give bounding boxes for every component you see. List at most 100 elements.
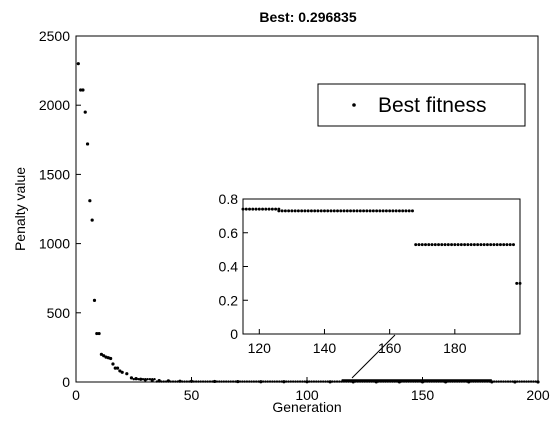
data-point <box>155 380 159 383</box>
data-point <box>187 380 191 383</box>
inset-data-point <box>264 207 268 211</box>
data-point <box>275 380 279 383</box>
data-point <box>278 380 281 383</box>
data-point <box>319 380 323 383</box>
data-point <box>144 378 147 381</box>
inset-data-point <box>450 243 454 247</box>
data-point <box>132 378 135 381</box>
inset-data-point <box>355 209 359 213</box>
inset-data-points <box>241 207 522 285</box>
inset-data-point <box>404 209 408 213</box>
zoom-connector-line <box>351 334 396 379</box>
inset-data-point <box>463 243 467 247</box>
data-point <box>492 380 496 383</box>
inset-data-point <box>430 243 434 247</box>
data-point <box>229 380 232 383</box>
data-point <box>211 380 214 383</box>
data-point <box>525 380 528 383</box>
inset-data-point <box>381 209 385 213</box>
x-axis-label: Generation <box>272 399 341 415</box>
data-point <box>102 354 106 358</box>
inset-data-point <box>309 209 313 213</box>
inset-data-point <box>280 209 284 213</box>
data-point <box>254 380 258 383</box>
data-point <box>113 366 117 370</box>
inset-data-point <box>459 243 463 247</box>
data-point <box>120 370 124 374</box>
inset-data-point <box>322 209 326 213</box>
data-point <box>516 380 519 383</box>
data-point <box>234 380 237 383</box>
inset-axis-ticks: 120 140 160 180 0 0.2 0.4 0.6 0.8 <box>219 191 467 356</box>
data-point <box>97 331 101 336</box>
data-point <box>266 380 269 383</box>
data-point <box>208 380 212 383</box>
x-tick-label: 150 <box>411 387 435 403</box>
inset-data-point <box>349 209 353 213</box>
data-point <box>529 380 533 383</box>
data-point <box>153 378 156 381</box>
y-axis-label: Penalty value <box>12 167 28 251</box>
inset-data-point <box>296 209 300 213</box>
data-point <box>90 218 94 222</box>
inset-data-point <box>365 209 369 213</box>
y-tick-label: 1500 <box>39 166 70 182</box>
y-tick-label: 2500 <box>39 28 70 44</box>
data-point <box>241 380 244 383</box>
data-point <box>331 380 334 383</box>
data-point <box>248 380 251 383</box>
data-point <box>137 378 140 381</box>
inset-data-point <box>485 243 489 247</box>
inset-data-point <box>407 209 411 213</box>
data-point <box>178 380 182 383</box>
inset-data-point <box>401 209 405 213</box>
data-point <box>83 110 87 114</box>
chart-title: Best: 0.296835 <box>259 9 357 25</box>
data-point <box>171 380 175 383</box>
data-point <box>139 378 142 381</box>
inset-data-point <box>329 209 333 213</box>
data-point <box>499 380 503 383</box>
data-point <box>308 380 311 383</box>
data-point <box>273 380 276 383</box>
data-point <box>204 380 207 383</box>
data-point <box>527 380 530 383</box>
inset-data-point <box>283 209 287 213</box>
data-point <box>194 380 198 383</box>
data-point <box>134 378 138 381</box>
data-point <box>502 380 505 383</box>
data-point <box>511 380 514 383</box>
data-point <box>328 380 332 383</box>
data-point <box>301 380 304 383</box>
data-point <box>238 380 242 383</box>
legend-marker <box>352 103 356 107</box>
inset-data-point <box>339 209 343 213</box>
data-point <box>504 380 507 383</box>
inset-data-point <box>332 209 336 213</box>
inset-data-point <box>502 243 506 247</box>
inset-data-point <box>410 209 414 213</box>
data-point <box>245 380 249 383</box>
inset-data-point <box>352 209 356 213</box>
inset-data-point <box>362 209 366 213</box>
data-point <box>294 380 297 383</box>
data-point <box>231 380 235 383</box>
data-point <box>282 380 286 383</box>
data-point <box>305 380 309 383</box>
inset-data-point <box>518 281 522 285</box>
inset-data-point <box>440 243 444 247</box>
data-point <box>268 380 272 383</box>
inset-data-point <box>375 209 379 213</box>
data-point <box>88 199 92 203</box>
data-point <box>164 380 168 383</box>
inset-data-point <box>287 209 291 213</box>
data-point <box>495 380 498 383</box>
inset-data-point <box>476 243 480 247</box>
inset-data-point <box>391 209 395 213</box>
inset-y-tick-label: 0 <box>230 326 238 342</box>
x-tick-label: 0 <box>72 387 80 403</box>
inset-data-point <box>482 243 486 247</box>
data-point <box>176 380 179 383</box>
data-point <box>532 380 535 383</box>
